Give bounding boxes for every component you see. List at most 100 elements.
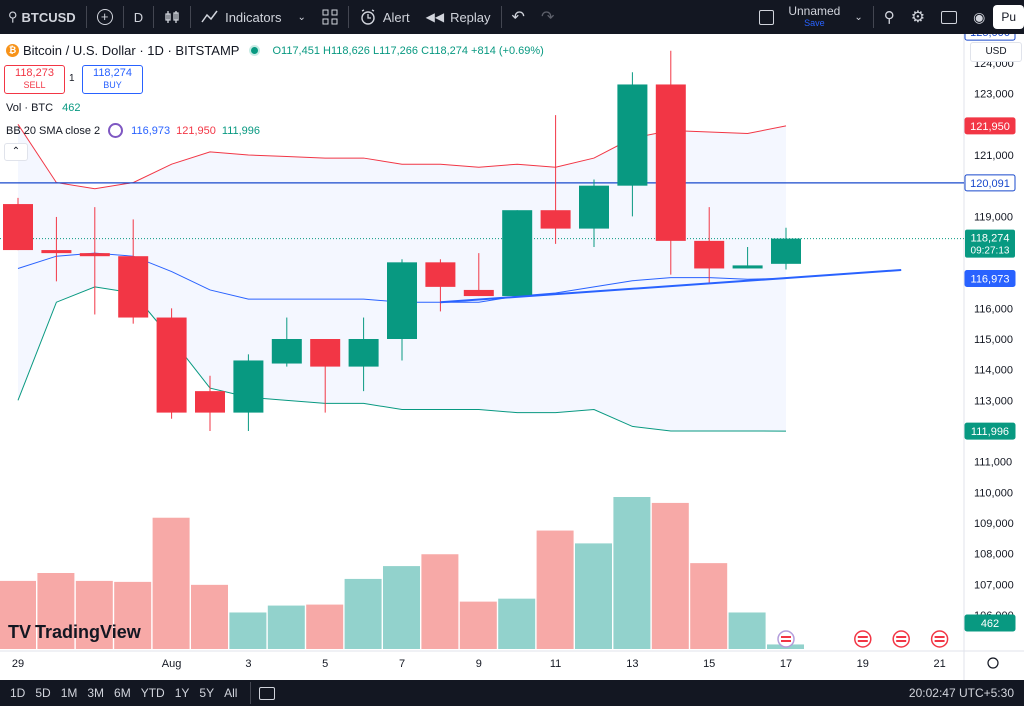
timeframe-button[interactable]: 3M — [87, 686, 105, 700]
current-price-text: 118,274 — [971, 233, 1010, 245]
data-window-icon — [108, 123, 124, 138]
bb-basis-price-label-bg — [964, 269, 1016, 287]
event-badge — [892, 630, 910, 648]
publish-label: Pu — [993, 5, 1024, 29]
fullscreen-icon — [941, 10, 958, 24]
volume-bar — [306, 604, 344, 649]
candle-body — [233, 360, 264, 413]
layout-menu-button[interactable]: ⌄ — [846, 0, 870, 34]
tradingview-logo-icon: TV — [8, 622, 32, 642]
timeframe-button[interactable]: 5D — [35, 686, 51, 700]
hline-price-label-bg — [964, 174, 1016, 192]
date-tick-label: 15 — [703, 658, 715, 670]
hline-price-label: 120,091 — [964, 174, 1016, 192]
redo-button[interactable]: ↷ — [533, 0, 562, 34]
templates-button[interactable]: ⌄ — [289, 0, 313, 34]
indicators-label: Indicators — [225, 9, 282, 25]
timeframe-button[interactable]: YTD — [140, 686, 165, 700]
indicators-button[interactable]: Indicators — [193, 0, 289, 34]
candle-body — [195, 391, 225, 413]
horizontal-lines[interactable] — [0, 34, 964, 240]
undo-button[interactable]: ↶ — [504, 0, 533, 34]
candle-body — [617, 84, 648, 186]
bb-basis-value: 116,973 — [131, 124, 171, 137]
symbol-name: BTCUSD — [21, 9, 76, 25]
us-economic-event-icon[interactable] — [777, 630, 795, 648]
brand-name: TradingView — [35, 622, 141, 642]
volume-legend[interactable]: Vol · BTC 462 — [6, 102, 81, 114]
divider — [347, 6, 349, 28]
collapse-legend-button[interactable]: ⌃ — [4, 143, 28, 161]
replay-button[interactable]: ◀◀ Replay — [418, 0, 499, 34]
volume-bar — [267, 605, 305, 649]
volume-bar — [690, 563, 728, 649]
trendline-line[interactable] — [440, 269, 902, 304]
timeframe-button[interactable]: 1M — [60, 686, 78, 700]
timeframe-button[interactable]: 1Y — [174, 686, 190, 700]
timeframe-button[interactable]: 1D — [10, 686, 26, 700]
buy-button[interactable]: 118,274 BUY — [82, 65, 143, 94]
spread-value: 1 — [69, 73, 75, 84]
date-tick-label: 29 — [12, 658, 24, 670]
date-tick-label: 3 — [245, 658, 251, 670]
price-tick-label: 116,000 — [974, 303, 1013, 315]
us-economic-event-icon[interactable] — [892, 630, 910, 648]
fullscreen-button[interactable] — [933, 0, 965, 34]
symbol-legend[interactable]: ₿ Bitcoin / U.S. Dollar · 1D · BITSTAMP … — [6, 43, 544, 58]
timeframe-button[interactable]: 5Y — [199, 686, 215, 700]
clock-display[interactable]: 20:02:47 UTC+5:30 — [908, 686, 1014, 700]
settings-button[interactable]: ⚙ — [903, 0, 933, 34]
price-scale[interactable] — [964, 34, 1024, 680]
volume-histogram — [0, 497, 804, 649]
currency-button[interactable]: USD — [970, 42, 1022, 62]
bollinger-legend-label: BB 20 SMA close 2 — [6, 124, 101, 137]
current-price-label-bg — [965, 229, 1015, 258]
timeframe-buttons: 1D 5D 1M 3M 6M YTD 1Y 5Y All — [0, 686, 242, 700]
bitcoin-logo-icon: ₿ — [6, 44, 19, 57]
economic-events[interactable] — [777, 630, 949, 648]
symbol-title: Bitcoin / U.S. Dollar · 1D · BITSTAMP — [23, 43, 240, 58]
us-economic-event-icon[interactable] — [854, 630, 872, 648]
candles-icon — [165, 11, 179, 23]
publish-button[interactable]: Pu — [993, 0, 1024, 34]
volume-price-label: 462 — [964, 614, 1016, 632]
price-tick-label: 115,000 — [974, 334, 1013, 346]
alert-button[interactable]: Alert — [351, 0, 418, 34]
divider — [190, 6, 192, 28]
layout-name-button[interactable]: Unnamed Save — [782, 0, 846, 34]
quick-search-button[interactable]: ⚲ — [876, 0, 903, 34]
layout-grid-button[interactable] — [314, 0, 346, 34]
flag-stripe — [934, 640, 945, 642]
price-tick-label: 107,000 — [974, 579, 1014, 591]
chart-type-button[interactable] — [156, 0, 188, 34]
volume-bar — [152, 517, 190, 649]
interval-button[interactable]: D — [133, 9, 144, 25]
trendline[interactable] — [440, 269, 902, 304]
timeframe-button[interactable]: 6M — [114, 686, 131, 700]
volume-bar — [536, 530, 574, 649]
volume-price-label-bg — [964, 614, 1016, 632]
chevron-up-icon: ⌃ — [11, 146, 21, 157]
volume-bar — [728, 612, 766, 649]
bollinger-legend[interactable]: BB 20 SMA close 2 116,973 121,950 111,99… — [6, 123, 260, 138]
date-range-icon[interactable] — [259, 686, 276, 700]
time-scale-settings-button[interactable] — [987, 657, 999, 669]
snapshot-button[interactable]: ◉ — [965, 0, 993, 34]
compare-button[interactable]: + — [89, 0, 121, 34]
symbol-search-button[interactable]: ⚲ BTCUSD — [0, 0, 84, 34]
bb-upper-price-label-text: 121,950 — [970, 121, 1010, 133]
bb-basis-price-label: 116,973 — [964, 269, 1016, 287]
us-economic-event-icon[interactable] — [930, 630, 949, 648]
volume-bar — [229, 612, 267, 649]
tradingview-watermark[interactable]: TV TradingView — [8, 622, 141, 643]
divider — [500, 6, 502, 28]
layout-checkbox[interactable] — [751, 0, 782, 34]
sell-button[interactable]: 118,273 SELL — [4, 65, 65, 94]
timeframe-button[interactable]: All — [224, 686, 238, 700]
indicators-icon — [201, 10, 218, 23]
candlestick-series — [3, 50, 801, 431]
volume-bar — [191, 584, 228, 649]
price-tick-label: 113,000 — [974, 395, 1013, 407]
